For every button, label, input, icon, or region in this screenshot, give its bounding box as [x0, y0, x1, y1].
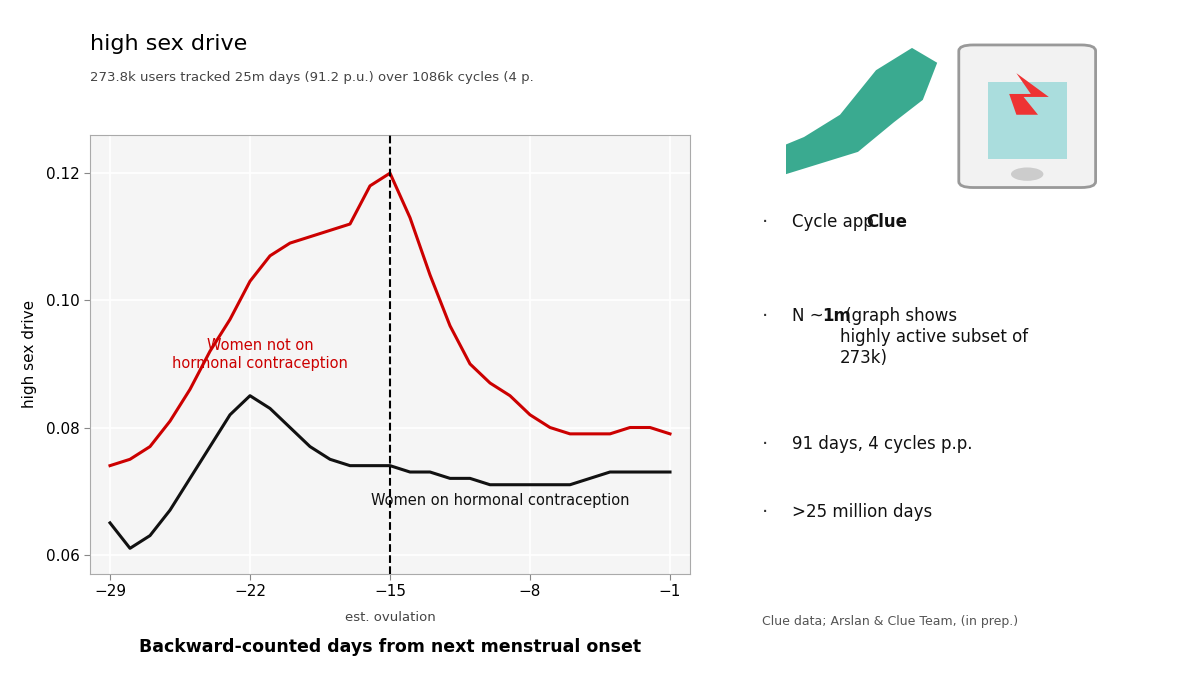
FancyBboxPatch shape [959, 45, 1096, 188]
Text: (graph shows
highly active subset of
273k): (graph shows highly active subset of 273… [840, 307, 1028, 367]
Text: >25 million days: >25 million days [792, 503, 932, 521]
Circle shape [1010, 167, 1044, 181]
Text: ·: · [762, 307, 768, 326]
Text: Women on hormonal contraception: Women on hormonal contraception [371, 493, 629, 508]
Text: est. ovulation: est. ovulation [344, 611, 436, 624]
Text: 1m: 1m [822, 307, 851, 325]
Polygon shape [1009, 73, 1049, 115]
Text: high sex drive: high sex drive [90, 34, 247, 54]
Text: 273.8k users tracked 25m days (91.2 p.u.) over 1086k cycles (4 p.: 273.8k users tracked 25m days (91.2 p.u.… [90, 71, 534, 84]
Text: Women not on
hormonal contraception: Women not on hormonal contraception [172, 338, 348, 371]
Text: ·: · [762, 213, 768, 232]
Text: ·: · [762, 503, 768, 522]
Polygon shape [786, 48, 937, 174]
Text: Backward-counted days from next menstrual onset: Backward-counted days from next menstrua… [139, 638, 641, 656]
Text: N ~: N ~ [792, 307, 829, 325]
Text: Clue data; Arslan & Clue Team, (in prep.): Clue data; Arslan & Clue Team, (in prep.… [762, 615, 1018, 628]
Text: 91 days, 4 cycles p.p.: 91 days, 4 cycles p.p. [792, 435, 972, 454]
Text: Clue: Clue [866, 213, 907, 231]
Text: ·: · [762, 435, 768, 454]
Y-axis label: high sex drive: high sex drive [23, 300, 37, 408]
Bar [988, 82, 1067, 159]
Text: Cycle app: Cycle app [792, 213, 878, 231]
